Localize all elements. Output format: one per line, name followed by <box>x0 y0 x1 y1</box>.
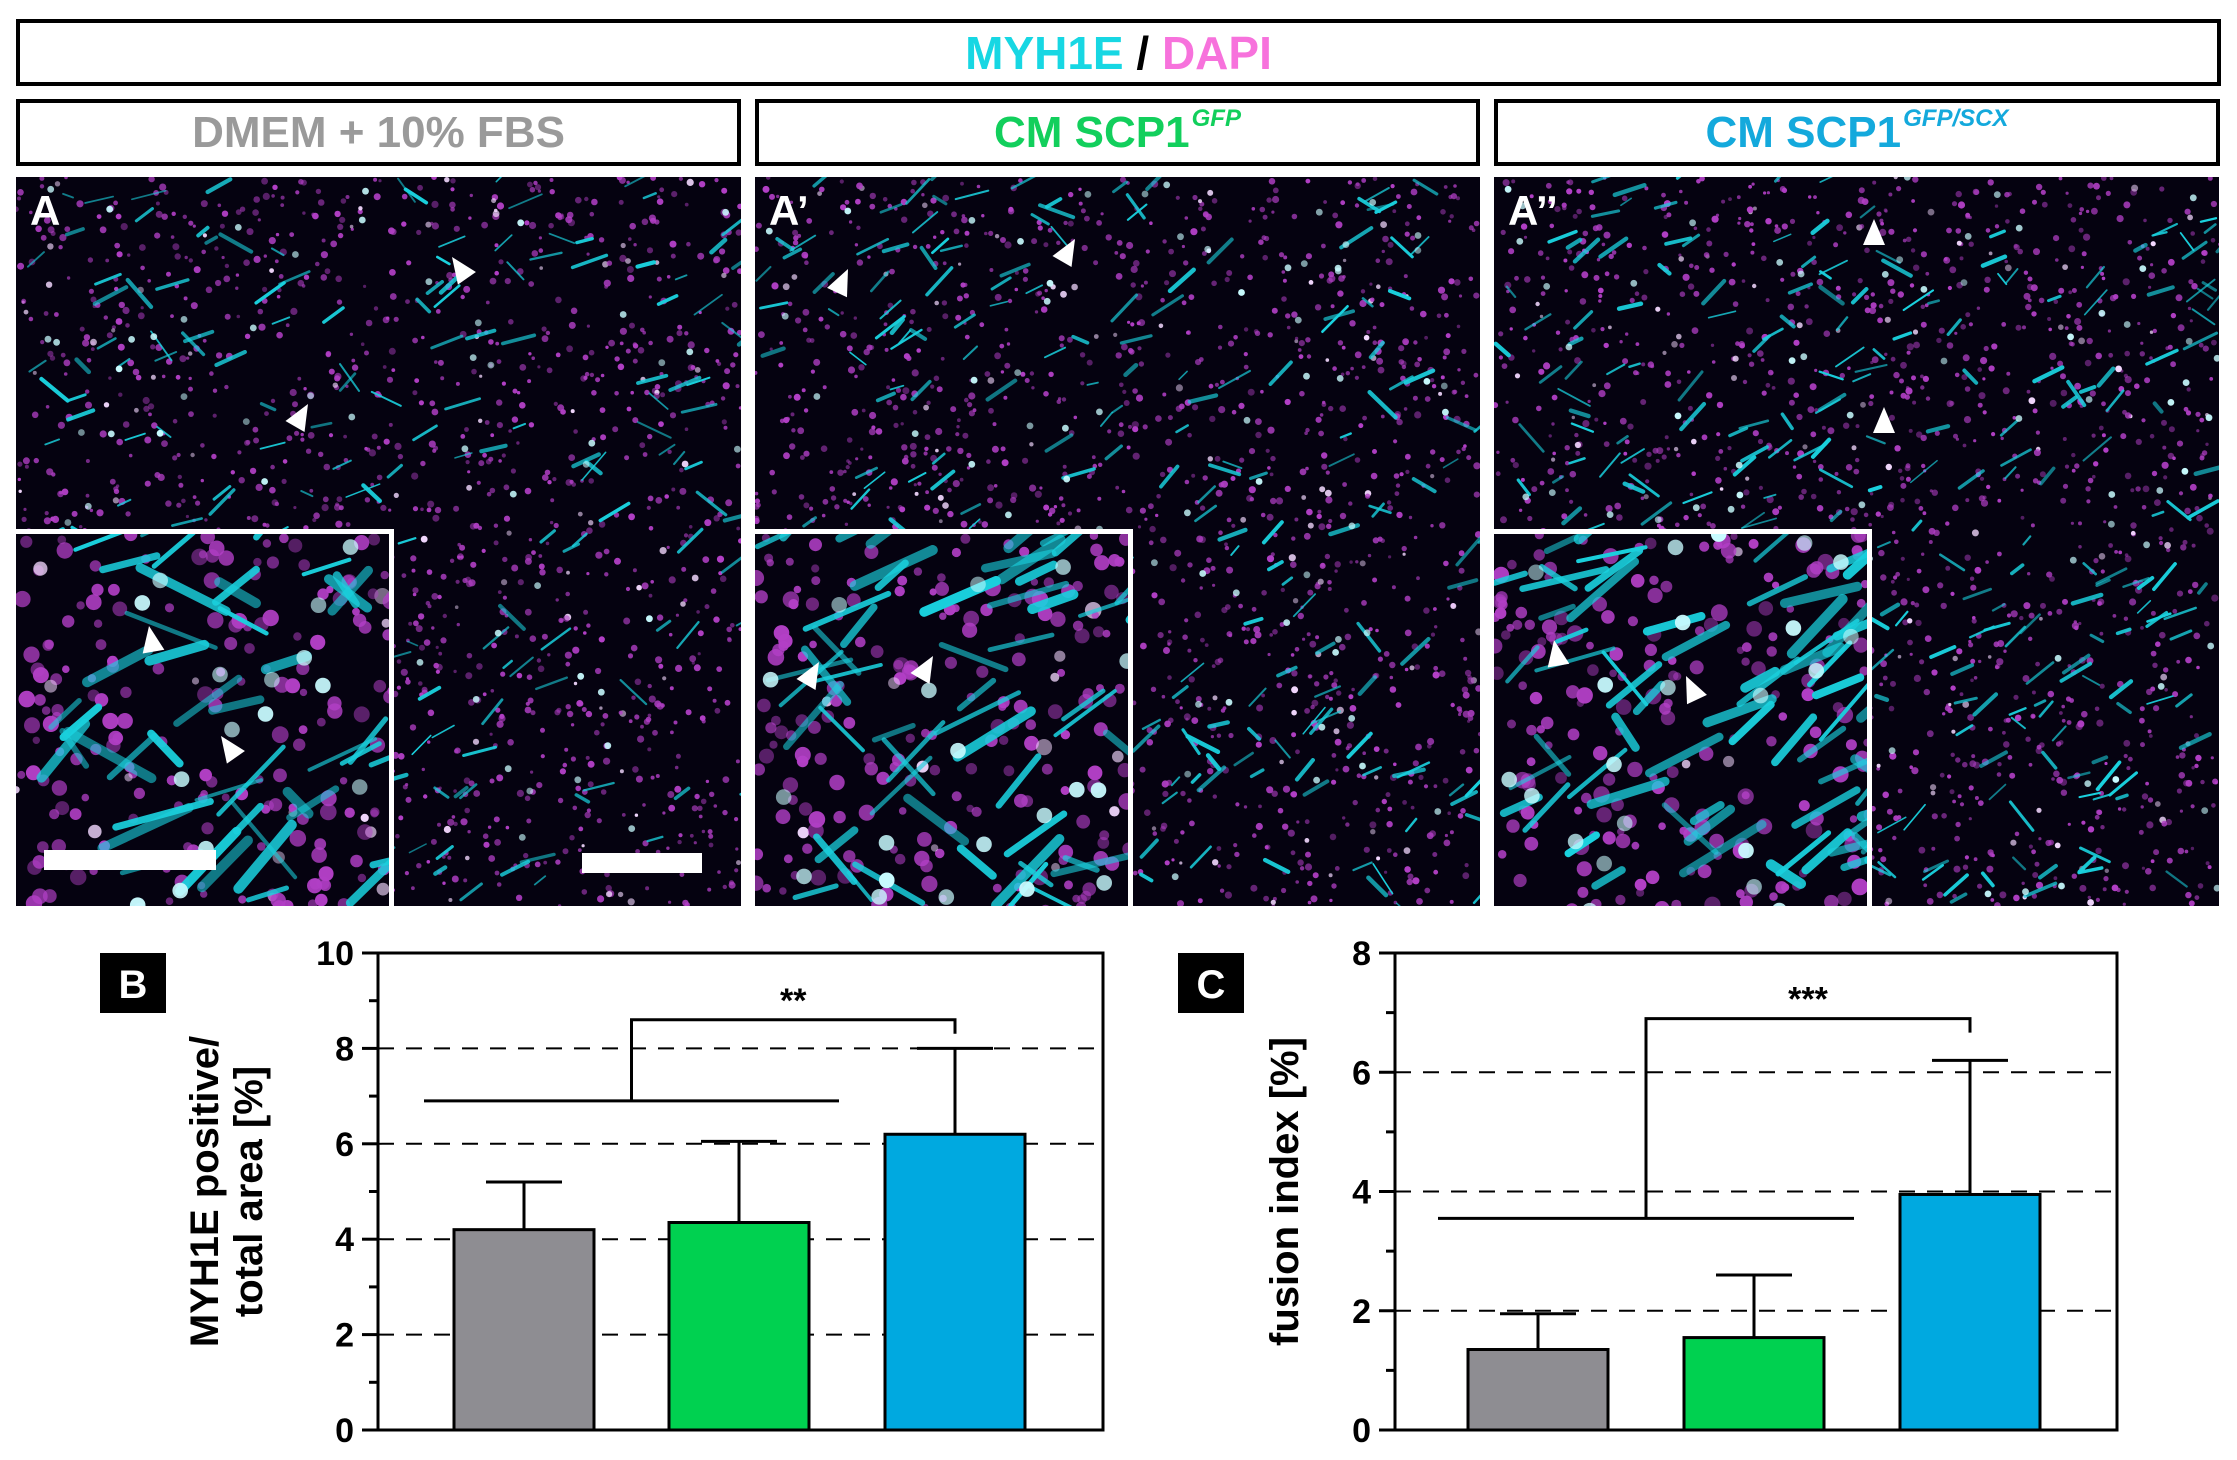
bar <box>454 1230 594 1430</box>
condition-superscript: GFP <box>1192 105 1241 133</box>
condition-label: CM SCP1 <box>994 108 1190 158</box>
bar <box>1684 1338 1824 1430</box>
inset-fluorescence-image <box>755 534 1133 906</box>
condition-superscript: GFP/SCX <box>1903 105 2008 133</box>
condition-header-dmem: DMEM + 10% FBS <box>16 99 741 166</box>
bar <box>885 1134 1025 1430</box>
panel-label: A’’ <box>1508 187 1558 235</box>
y-tick-label: 2 <box>1352 1293 1371 1331</box>
title-separator: / <box>1124 26 1162 80</box>
bar <box>1900 1194 2040 1430</box>
charts-area: B ** 0 2 4 6 8 10 MYH1E positive/total area [%] C… <box>0 905 2237 1460</box>
y-tick-label: 8 <box>1352 935 1371 973</box>
panel-label: C <box>1197 963 1226 1007</box>
microscopy-panel-a: A <box>16 177 741 906</box>
marker-myh1e: MYH1E <box>965 26 1123 80</box>
y-tick-label: 4 <box>1352 1174 1371 1212</box>
chart-B: B ** 0 2 4 6 8 10 MYH1E positive/total area [%] <box>100 935 1103 1450</box>
inset-scale-bar <box>44 850 216 870</box>
y-tick-label: 6 <box>1352 1054 1371 1092</box>
marker-dapi: DAPI <box>1162 26 1272 80</box>
y-tick-label: 0 <box>1352 1412 1371 1450</box>
bar <box>1468 1350 1608 1430</box>
figure-title-box: MYH1E / DAPI <box>16 19 2221 86</box>
panel-label: A’ <box>769 187 809 235</box>
microscopy-panel-a-double-prime: A’’ <box>1494 177 2219 906</box>
condition-label: DMEM + 10% FBS <box>192 108 565 158</box>
bar <box>669 1223 809 1430</box>
bar-charts: B ** 0 2 4 6 8 10 MYH1E positive/total area [%] C… <box>0 905 2237 1455</box>
panel-label: B <box>119 963 148 1007</box>
scale-bar <box>582 853 702 873</box>
y-tick-label: 8 <box>335 1030 354 1068</box>
panel-label: A <box>30 187 60 235</box>
y-tick-label: 4 <box>335 1221 354 1259</box>
y-axis-label: MYH1E positive/ <box>183 1036 227 1347</box>
magnified-inset <box>755 529 1133 906</box>
significance-label: ** <box>780 982 807 1020</box>
magnified-inset <box>16 529 394 906</box>
significance-bracket <box>1646 1019 1970 1219</box>
y-tick-label: 10 <box>316 935 354 973</box>
microscopy-panel-a-prime: A’ <box>755 177 1480 906</box>
y-axis-label: fusion index [%] <box>1263 1037 1307 1346</box>
chart-C: C *** 0 2 4 6 8 fusion index [%] <box>1178 935 2117 1450</box>
magnified-inset <box>1494 529 1872 906</box>
significance-label: *** <box>1788 981 1828 1019</box>
y-axis-label: total area [%] <box>227 1066 271 1317</box>
y-tick-label: 2 <box>335 1317 354 1355</box>
condition-label: CM SCP1 <box>1706 108 1902 158</box>
significance-bracket <box>632 1020 956 1101</box>
inset-fluorescence-image <box>1494 534 1872 906</box>
y-tick-label: 0 <box>335 1412 354 1450</box>
y-tick-label: 6 <box>335 1126 354 1164</box>
